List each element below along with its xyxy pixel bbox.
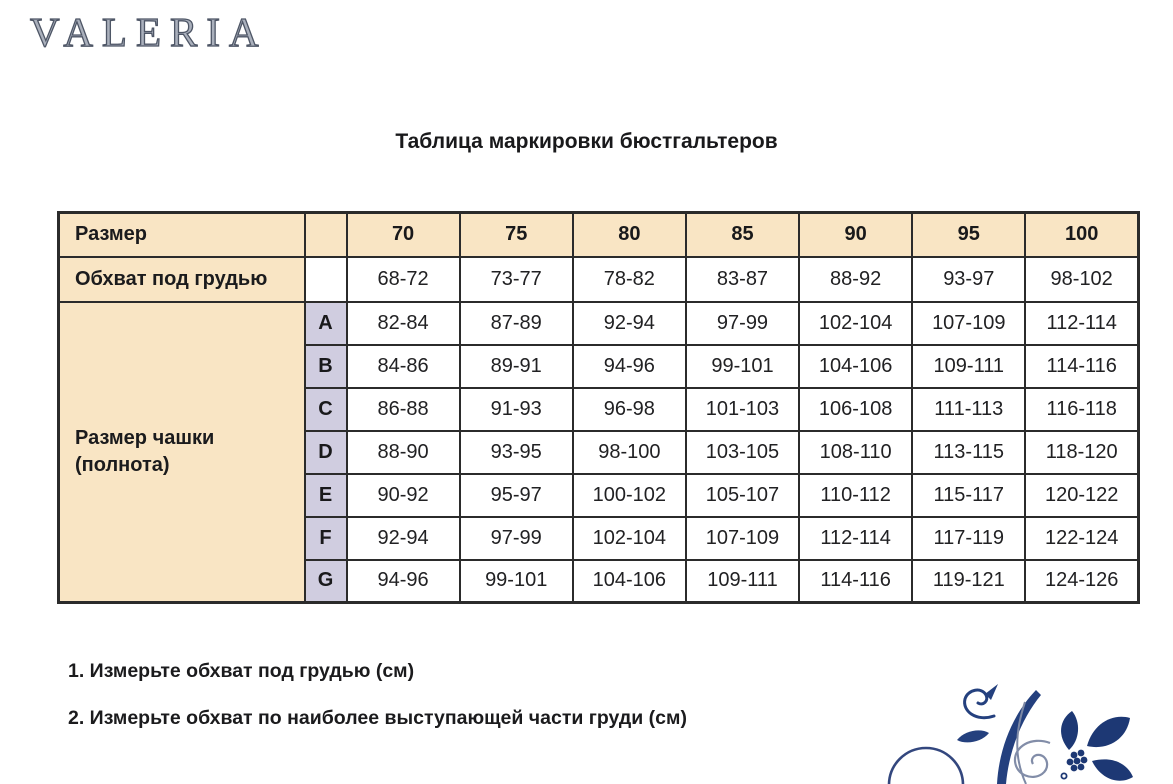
band-size-cell: 90: [798, 211, 914, 258]
cup-value-cell: 109-111: [911, 343, 1027, 389]
cup-letter-cell: G: [303, 558, 348, 604]
underbust-cell: 93-97: [911, 255, 1027, 303]
cup-value-cell: 87-89: [458, 300, 574, 346]
cup-value-cell: 90-92: [345, 472, 461, 518]
cup-value-cell: 104-106: [798, 343, 914, 389]
cup-value-cell: 99-101: [458, 558, 574, 604]
underbust-cell: 98-102: [1024, 255, 1140, 303]
cup-value-cell: 100-102: [571, 472, 687, 518]
cup-value-cell: 113-115: [911, 429, 1027, 475]
cup-value-cell: 92-94: [571, 300, 687, 346]
cup-letter-cell: B: [303, 343, 348, 389]
cup-value-cell: 124-126: [1024, 558, 1140, 604]
band-size-cell: 80: [571, 211, 687, 258]
cup-value-cell: 93-95: [458, 429, 574, 475]
cup-letter-cell: D: [303, 429, 348, 475]
cup-letter-cell: E: [303, 472, 348, 518]
band-size-cell: 85: [684, 211, 801, 258]
cup-value-cell: 105-107: [684, 472, 801, 518]
instruction-step-1: 1. Измерьте обхват под грудью (см): [68, 660, 415, 682]
cup-value-cell: 84-86: [345, 343, 461, 389]
cup-value-cell: 99-101: [684, 343, 801, 389]
table-row-cup-b: B 84-86 89-91 94-96 99-101 104-106 109-1…: [59, 343, 1140, 389]
page-title: Таблица маркировки бюстгальтеров: [395, 130, 778, 153]
cup-value-cell: 92-94: [345, 515, 461, 561]
cup-value-cell: 95-97: [458, 472, 574, 518]
cup-value-cell: 106-108: [798, 386, 914, 432]
table-row-cup-f: F 92-94 97-99 102-104 107-109 112-114 11…: [59, 515, 1140, 561]
cup-value-cell: 98-100: [571, 429, 687, 475]
underbust-cell: 88-92: [798, 255, 914, 303]
cup-value-cell: 102-104: [798, 300, 914, 346]
berry-cluster: [1066, 749, 1088, 772]
cup-value-cell: 120-122: [1024, 472, 1140, 518]
cup-value-cell: 102-104: [571, 515, 687, 561]
table-row-sizes: Размер 70 75 80 85 90 95 100: [57, 211, 1140, 258]
cup-value-cell: 97-99: [458, 515, 574, 561]
band-size-cell: 100: [1024, 211, 1140, 258]
cup-letter-cell: F: [303, 515, 348, 561]
underbust-cell: 78-82: [571, 255, 687, 303]
size-row-label: Размер: [57, 211, 306, 258]
underbust-row-label: Обхват под грудью: [57, 255, 306, 303]
cup-value-cell: 119-121: [911, 558, 1027, 604]
cup-value-cell: 108-110: [798, 429, 914, 475]
cup-value-cell: 91-93: [458, 386, 574, 432]
cup-value-cell: 117-119: [911, 515, 1027, 561]
cup-value-cell: 111-113: [911, 386, 1027, 432]
cup-value-cell: 101-103: [684, 386, 801, 432]
cup-value-cell: 97-99: [684, 300, 801, 346]
table-row-cup-a: Размер чашки (полнота) A 82-84 87-89 92-…: [57, 300, 1140, 604]
cup-value-cell: 107-109: [911, 300, 1027, 346]
bra-size-table: Размер 70 75 80 85 90 95 100 Обхват под …: [57, 211, 1140, 604]
table-row-cup-d: D 88-90 93-95 98-100 103-105 108-110 113…: [59, 429, 1140, 475]
cup-value-cell: 114-116: [798, 558, 914, 604]
cup-value-cell: 82-84: [345, 300, 461, 346]
table-row-cup-g: G 94-96 99-101 104-106 109-111 114-116 1…: [59, 558, 1140, 604]
cup-value-cell: 104-106: [571, 558, 687, 604]
cup-value-cell: 109-111: [684, 558, 801, 604]
measuring-instructions: 1. Измерьте обхват под грудью (см) 2. Из…: [68, 660, 687, 754]
empty-cell: [303, 255, 348, 303]
brand-logo: VALERIA: [29, 9, 268, 55]
cup-group-label: Размер чашки (полнота): [57, 300, 306, 604]
cup-letter-cell: A: [303, 300, 348, 346]
table-row-cup-e: E 90-92 95-97 100-102 105-107 110-112 11…: [59, 472, 1140, 518]
cup-letter-cell: C: [303, 386, 348, 432]
cup-value-cell: 115-117: [911, 472, 1027, 518]
band-size-cell: 75: [458, 211, 574, 258]
cup-value-cell: 110-112: [798, 472, 914, 518]
floral-swirl-ornament-icon: [887, 684, 1133, 784]
cup-value-cell: 96-98: [571, 386, 687, 432]
underbust-cell: 73-77: [458, 255, 574, 303]
cup-value-cell: 103-105: [684, 429, 801, 475]
underbust-cell: 68-72: [345, 255, 461, 303]
cup-value-cell: 86-88: [345, 386, 461, 432]
cup-value-cell: 94-96: [345, 558, 461, 604]
cup-value-cell: 89-91: [458, 343, 574, 389]
band-size-cell: 95: [911, 211, 1027, 258]
table-row-cup-c: C 86-88 91-93 96-98 101-103 106-108 111-…: [59, 386, 1140, 432]
cup-value-cell: 118-120: [1024, 429, 1140, 475]
band-size-cell: 70: [345, 211, 461, 258]
instruction-step-2: 2. Измерьте обхват по наиболее выступающ…: [68, 707, 687, 729]
empty-cell: [303, 211, 348, 258]
cup-value-cell: 116-118: [1024, 386, 1140, 432]
table-row-underbust: Обхват под грудью 68-72 73-77 78-82 83-8…: [57, 255, 1140, 303]
cup-value-cell: 88-90: [345, 429, 461, 475]
cup-value-cell: 107-109: [684, 515, 801, 561]
cup-value-cell: 112-114: [798, 515, 914, 561]
underbust-cell: 83-87: [684, 255, 801, 303]
cup-value-cell: 94-96: [571, 343, 687, 389]
cup-value-cell: 112-114: [1024, 300, 1140, 346]
cup-value-cell: 114-116: [1024, 343, 1140, 389]
cup-value-cell: 122-124: [1024, 515, 1140, 561]
